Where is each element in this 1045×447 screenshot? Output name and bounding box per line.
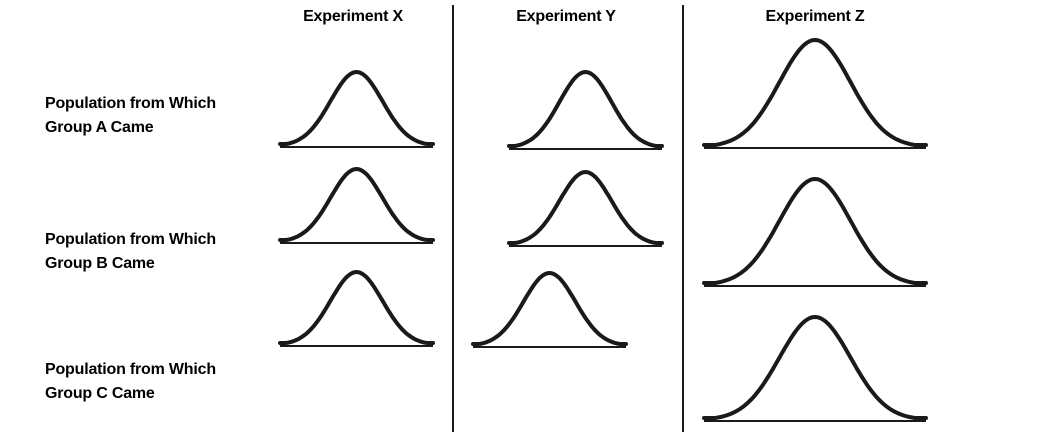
row-label-group-b-line2: Group B Came	[45, 255, 155, 272]
row-label-group-c-line2: Group C Came	[45, 385, 155, 402]
curve-z-a	[702, 38, 928, 147]
curve-y-a	[507, 70, 664, 148]
row-label-group-b: Population from Which Group B Came	[45, 228, 275, 276]
curve-y-c	[471, 271, 628, 346]
curve-x-c	[278, 270, 435, 345]
column-title-experiment-x: Experiment X	[303, 8, 403, 25]
column-title-experiment-y: Experiment Y	[516, 8, 616, 25]
column-title-experiment-z: Experiment Z	[765, 8, 865, 25]
curve-layer	[278, 38, 928, 422]
curve-x-a	[278, 70, 435, 146]
curve-x-b	[278, 167, 435, 242]
row-label-group-a-line1: Population from Which	[45, 95, 216, 112]
row-label-group-a: Population from Which Group A Came	[45, 92, 275, 140]
row-label-group-c-line1: Population from Which	[45, 361, 216, 378]
row-label-group-b-line1: Population from Which	[45, 231, 216, 248]
curve-y-b	[507, 170, 664, 245]
curve-z-b	[702, 177, 928, 285]
row-label-group-c: Population from Which Group C Came	[45, 358, 275, 406]
row-label-group-a-line2: Group A Came	[45, 119, 154, 136]
curve-z-c	[702, 315, 928, 420]
